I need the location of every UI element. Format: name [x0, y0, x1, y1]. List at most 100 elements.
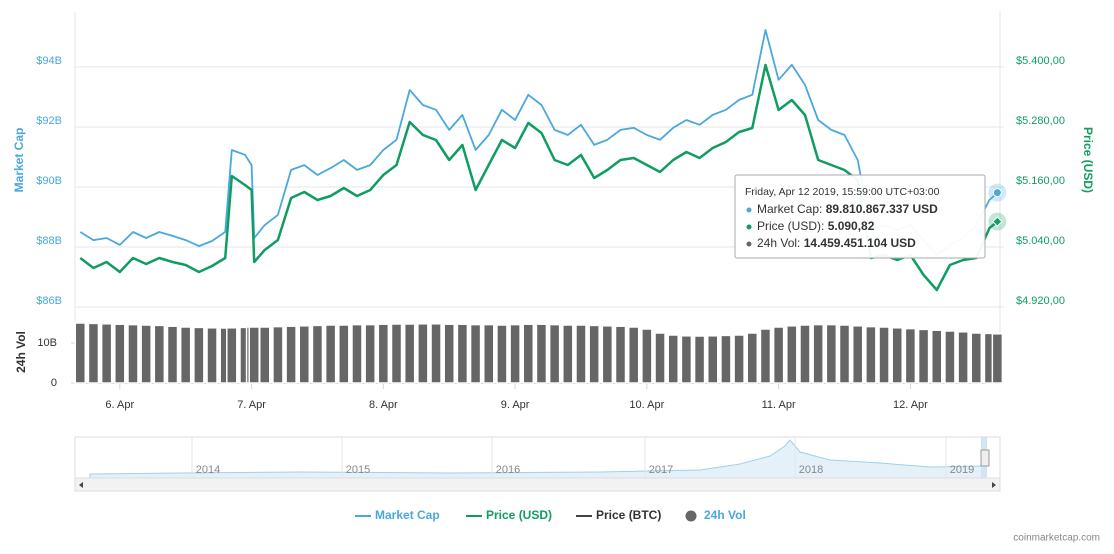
volume-bar — [891, 327, 903, 384]
tooltip-value: 89.810.867.337 USD — [826, 202, 938, 216]
scroll-right[interactable] — [992, 482, 996, 488]
scrollbar[interactable] — [74, 477, 1001, 492]
volume-bar — [812, 323, 824, 384]
legend-item[interactable]: 24h Vol — [685, 508, 746, 522]
y-tick-label: $94B — [36, 55, 62, 67]
volume-bar — [272, 325, 284, 384]
volume-bar — [74, 322, 87, 384]
y2-axis-title: Price (USD) — [1081, 127, 1095, 193]
volume-bar — [509, 323, 521, 384]
volume-bar — [403, 323, 416, 384]
volume-bar — [759, 328, 772, 384]
volume-bar — [193, 326, 205, 384]
volume-bar — [641, 328, 653, 384]
volume-bar — [614, 325, 627, 384]
y3-axis-title: 24h Vol — [14, 331, 28, 373]
volume-bar — [825, 323, 838, 384]
tooltip-dot — [746, 224, 752, 230]
tooltip-value: 5.090,82 — [828, 219, 875, 233]
volume-bar — [627, 326, 640, 384]
volume-bar — [87, 322, 100, 384]
volume-bar — [575, 324, 587, 384]
volume-bar — [851, 325, 864, 384]
volume-bar — [206, 327, 218, 384]
volume-bar — [917, 328, 930, 384]
tooltip-row: Market Cap: 89.810.867.337 USD — [757, 202, 938, 216]
legend-label: Price (USD) — [486, 508, 552, 522]
legend-item[interactable]: Price (BTC) — [576, 508, 661, 522]
volume-bar — [601, 325, 614, 384]
volume-bar — [667, 334, 679, 384]
volume-bar — [931, 329, 943, 384]
volume-bar — [957, 331, 969, 384]
volume-bar — [654, 332, 666, 384]
volume-bar — [838, 324, 851, 384]
volume-bar — [100, 323, 113, 384]
y-tick-label: $92B — [36, 115, 62, 127]
volume-bar — [324, 324, 337, 384]
y2-tick-label: $4.920,00 — [1016, 295, 1065, 307]
volume-bar — [166, 325, 179, 384]
hover-point — [992, 188, 1002, 198]
y2-tick-label: $5.280,00 — [1016, 115, 1065, 127]
navigator-label: 2014 — [196, 464, 220, 476]
legend-label: 24h Vol — [704, 508, 746, 522]
volume-bar — [693, 335, 706, 384]
volume-bar — [469, 323, 482, 384]
y2-tick-label: $5.040,00 — [1016, 235, 1065, 247]
volume-bar — [430, 323, 442, 384]
volume-bar — [248, 326, 260, 384]
y2-tick-label: $5.400,00 — [1016, 55, 1065, 67]
x-tick-label: 9. Apr — [501, 399, 530, 411]
volume-bar — [680, 335, 693, 384]
volume-bar — [535, 323, 548, 384]
y-tick-label: $86B — [36, 295, 62, 307]
tooltip-dot — [746, 207, 752, 213]
credit: coinmarketcap.com — [1013, 533, 1100, 544]
volume-bar — [746, 332, 759, 384]
x-tick-label: 10. Apr — [629, 399, 664, 411]
y3-tick-label: 10B — [37, 337, 57, 349]
x-tick-label: 7. Apr — [237, 399, 266, 411]
volume-bar — [140, 324, 152, 384]
volume-bar — [127, 323, 139, 384]
tooltip-row: Price (USD): 5.090,82 — [757, 219, 875, 233]
volume-bar — [944, 330, 956, 384]
volume-bar — [390, 323, 403, 384]
legend-item[interactable]: Market Cap — [355, 508, 440, 522]
volume-bar — [772, 326, 785, 384]
navigator-label: 2015 — [346, 464, 370, 476]
series-line — [79, 63, 999, 292]
navigator-label: 2019 — [950, 464, 974, 476]
volume-bar — [522, 323, 535, 384]
x-tick-label: 6. Apr — [105, 399, 134, 411]
volume-bar — [338, 324, 350, 384]
series-line — [79, 29, 999, 256]
volume-bar — [482, 323, 495, 384]
volume-bar — [311, 324, 324, 384]
volume-bar — [496, 324, 508, 384]
legend-item[interactable]: Price (USD) — [466, 508, 552, 522]
volume-bar — [456, 323, 469, 384]
tooltip-date: Friday, Apr 12 2019, 15:59:00 UTC+03:00 — [745, 186, 940, 198]
y-tick-label: $88B — [36, 235, 62, 247]
volume-bar — [720, 334, 732, 384]
volume-bar — [258, 326, 271, 384]
tooltip: Friday, Apr 12 2019, 15:59:00 UTC+03:00 M… — [734, 174, 986, 259]
volume-bar — [226, 327, 238, 384]
navigator[interactable] — [74, 436, 1001, 492]
volume-bar — [706, 335, 719, 384]
legend-label: Market Cap — [375, 508, 440, 522]
volume-bar — [417, 323, 429, 384]
x-tick-label: 8. Apr — [369, 399, 398, 411]
tooltip-box — [734, 174, 986, 259]
scroll-left[interactable] — [79, 482, 83, 488]
volume-bar — [786, 325, 798, 384]
volume-bar — [298, 325, 311, 384]
tooltip-label: Price (USD): — [757, 219, 824, 233]
navigator-handle[interactable] — [980, 449, 990, 467]
volume-bar — [588, 324, 600, 384]
y-tick-label: $90B — [36, 175, 62, 187]
y2-tick-label: $5.160,00 — [1016, 175, 1065, 187]
